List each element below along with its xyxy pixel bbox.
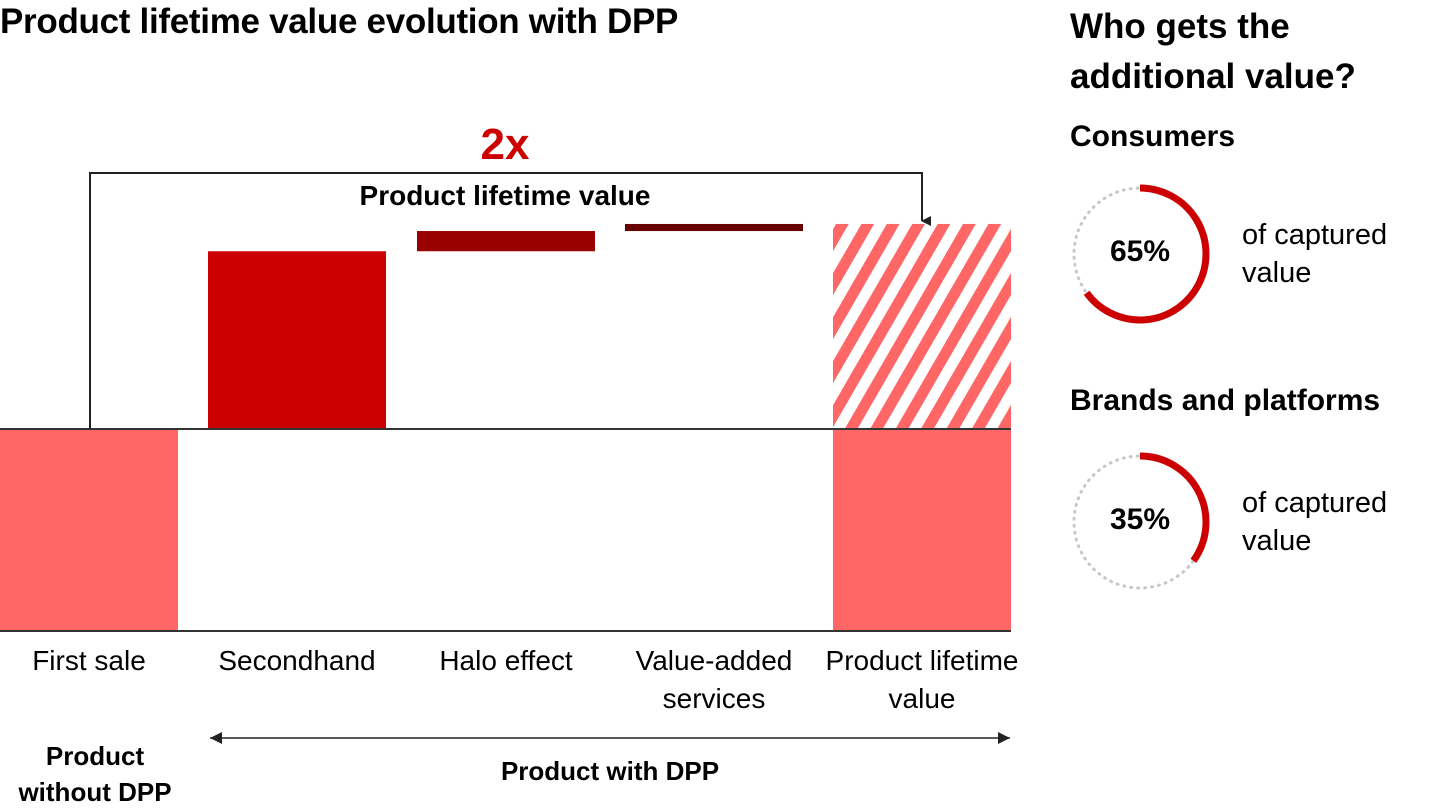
caption: of captured value	[1242, 219, 1388, 289]
category-label: Secondhand	[218, 645, 376, 676]
panel-title: Who gets the additional value?	[1070, 7, 1356, 96]
group-title: Brands and platforms	[1070, 384, 1381, 417]
bar-total-base	[833, 429, 1011, 631]
caption: of captured value	[1242, 487, 1388, 557]
percent-label: 65%	[1109, 235, 1171, 268]
bar-value-added-services	[625, 223, 803, 232]
group-label-without-dpp: Product without DPP	[18, 741, 172, 807]
multiplier-label: 2x	[480, 120, 530, 169]
bracket-label: Product lifetime value	[359, 180, 651, 211]
bar-first-sale	[0, 429, 178, 631]
category-label: First sale	[32, 645, 146, 676]
bracket-arrow	[89, 172, 931, 429]
bar-secondhand	[208, 251, 386, 429]
group-title: Consumers	[1070, 120, 1236, 153]
category-label: Value-added services	[635, 645, 793, 714]
group-label-with-dpp: Product with DPP	[500, 756, 720, 786]
percent-label: 35%	[1109, 503, 1171, 536]
bar-halo-effect	[417, 231, 595, 252]
waterfall-chart	[0, 172, 1011, 744]
category-label: Product lifetime value	[825, 645, 1019, 714]
category-label: Halo effect	[439, 645, 573, 676]
bar-total-added	[833, 223, 1011, 429]
chart-title: Product lifetime value evolution with DP…	[0, 2, 679, 41]
